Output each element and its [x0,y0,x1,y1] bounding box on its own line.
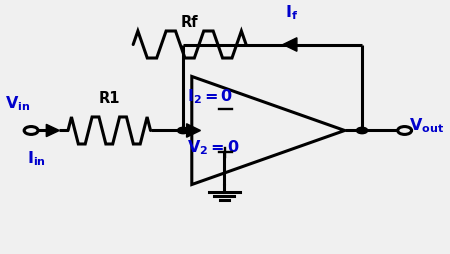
Text: Rf: Rf [181,15,198,30]
Text: $\mathbf{V_{in}}$: $\mathbf{V_{in}}$ [5,94,31,113]
Text: $\mathbf{I_{in}}$: $\mathbf{I_{in}}$ [27,149,46,168]
Text: $\mathbf{I_f}$: $\mathbf{I_f}$ [285,4,298,22]
Polygon shape [46,124,59,137]
Text: $\mathbf{V_2=0}$: $\mathbf{V_2=0}$ [188,138,240,156]
Circle shape [356,127,368,134]
Text: $\mathbf{V_{out}}$: $\mathbf{V_{out}}$ [409,116,444,135]
Circle shape [177,127,189,134]
Polygon shape [187,124,201,137]
Text: R1: R1 [99,91,120,106]
Text: $\mathbf{I_2=0}$: $\mathbf{I_2=0}$ [188,87,234,106]
Polygon shape [283,38,297,51]
